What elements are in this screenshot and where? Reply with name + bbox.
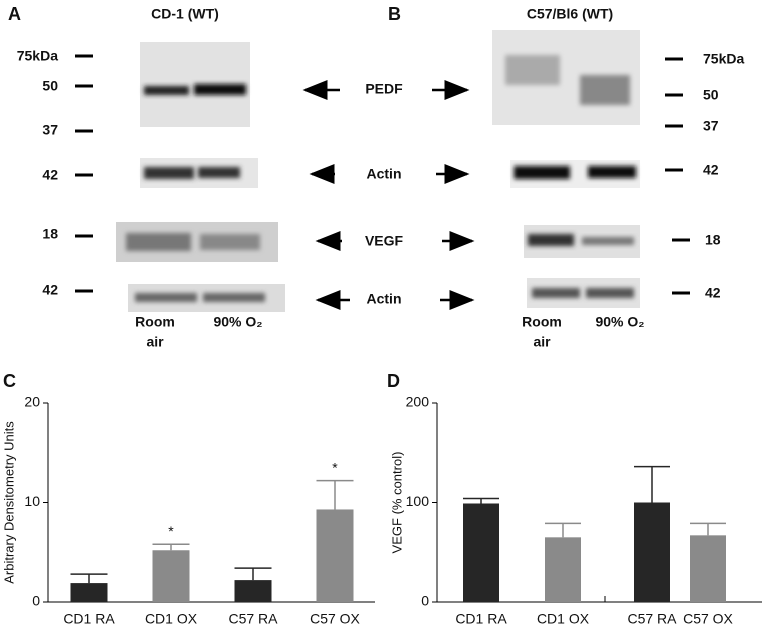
panel-label: A — [8, 4, 21, 24]
bar — [234, 580, 272, 602]
marker-label: 42 — [703, 162, 719, 178]
arrows — [302, 80, 475, 310]
y-tick-label: 200 — [406, 394, 430, 410]
marker-label: 42 — [705, 285, 721, 301]
x-tick-label: C57 OX — [683, 611, 733, 627]
x-tick-label: CD1 RA — [455, 611, 507, 627]
band — [588, 166, 636, 178]
lane-label: 90% O₂ — [213, 314, 262, 330]
lane-label: 90% O₂ — [595, 314, 644, 330]
blot-title: C57/Bl6 (WT) — [527, 6, 613, 22]
bar — [316, 509, 354, 602]
lane-label: Room — [135, 314, 175, 330]
protein-label: Actin — [367, 291, 402, 307]
y-axis-label: VEGF (% control) — [389, 452, 404, 554]
y-axis-label: Arbitrary Densitometry Units — [1, 421, 16, 584]
x-tick-label: CD1 RA — [63, 611, 115, 627]
marker-label: 75kDa — [17, 48, 58, 64]
bar — [690, 535, 726, 602]
band — [126, 233, 191, 251]
band — [194, 84, 246, 95]
band — [203, 293, 265, 302]
y-tick-label: 10 — [24, 493, 40, 509]
bar — [634, 502, 670, 602]
band — [505, 55, 560, 85]
band — [582, 237, 634, 245]
x-tick-label: C57 RA — [627, 611, 677, 627]
band — [144, 167, 194, 179]
band — [580, 75, 630, 105]
y-tick-label: 100 — [406, 493, 430, 509]
x-tick-label: C57 RA — [228, 611, 278, 627]
bar — [152, 550, 190, 602]
panel-label: B — [388, 4, 401, 24]
bar — [70, 583, 108, 602]
panel-label: D — [387, 371, 400, 391]
blots — [116, 30, 640, 312]
bar — [545, 537, 581, 602]
band — [514, 166, 570, 179]
lane-label: Room — [522, 314, 562, 330]
x-tick-label: C57 OX — [310, 611, 360, 627]
marker-label: 18 — [705, 232, 721, 248]
protein-label: VEGF — [365, 233, 404, 249]
annotation: * — [332, 459, 338, 475]
lane-label: air — [146, 334, 164, 350]
bar — [463, 503, 499, 602]
marker-label: 37 — [703, 118, 719, 134]
marker-label: 37 — [42, 122, 58, 138]
band — [532, 288, 580, 298]
panel-label: C — [3, 371, 16, 391]
marker-label: 18 — [42, 226, 58, 242]
annotation: * — [168, 523, 174, 539]
x-tick-label: CD1 OX — [537, 611, 590, 627]
x-tick-label: CD1 OX — [145, 611, 198, 627]
blot-title: CD-1 (WT) — [151, 6, 219, 22]
marker-label: 50 — [42, 78, 58, 94]
protein-label: Actin — [367, 166, 402, 182]
marker-label: 75kDa — [703, 51, 744, 67]
band — [200, 234, 260, 250]
marker-label: 42 — [42, 282, 58, 298]
y-tick-label: 0 — [32, 593, 40, 609]
band — [135, 293, 197, 302]
band — [144, 86, 189, 95]
lane-label: air — [533, 334, 551, 350]
marker-label: 42 — [42, 167, 58, 183]
marker-label: 50 — [703, 87, 719, 103]
band — [528, 234, 574, 246]
band — [198, 167, 240, 178]
panel-labels: A B C D — [3, 4, 401, 391]
left-markers — [75, 54, 93, 293]
right-markers — [665, 57, 690, 295]
y-tick-label: 0 — [421, 593, 429, 609]
protein-label: PEDF — [365, 81, 403, 97]
y-tick-label: 20 — [24, 394, 40, 410]
band — [586, 288, 634, 298]
